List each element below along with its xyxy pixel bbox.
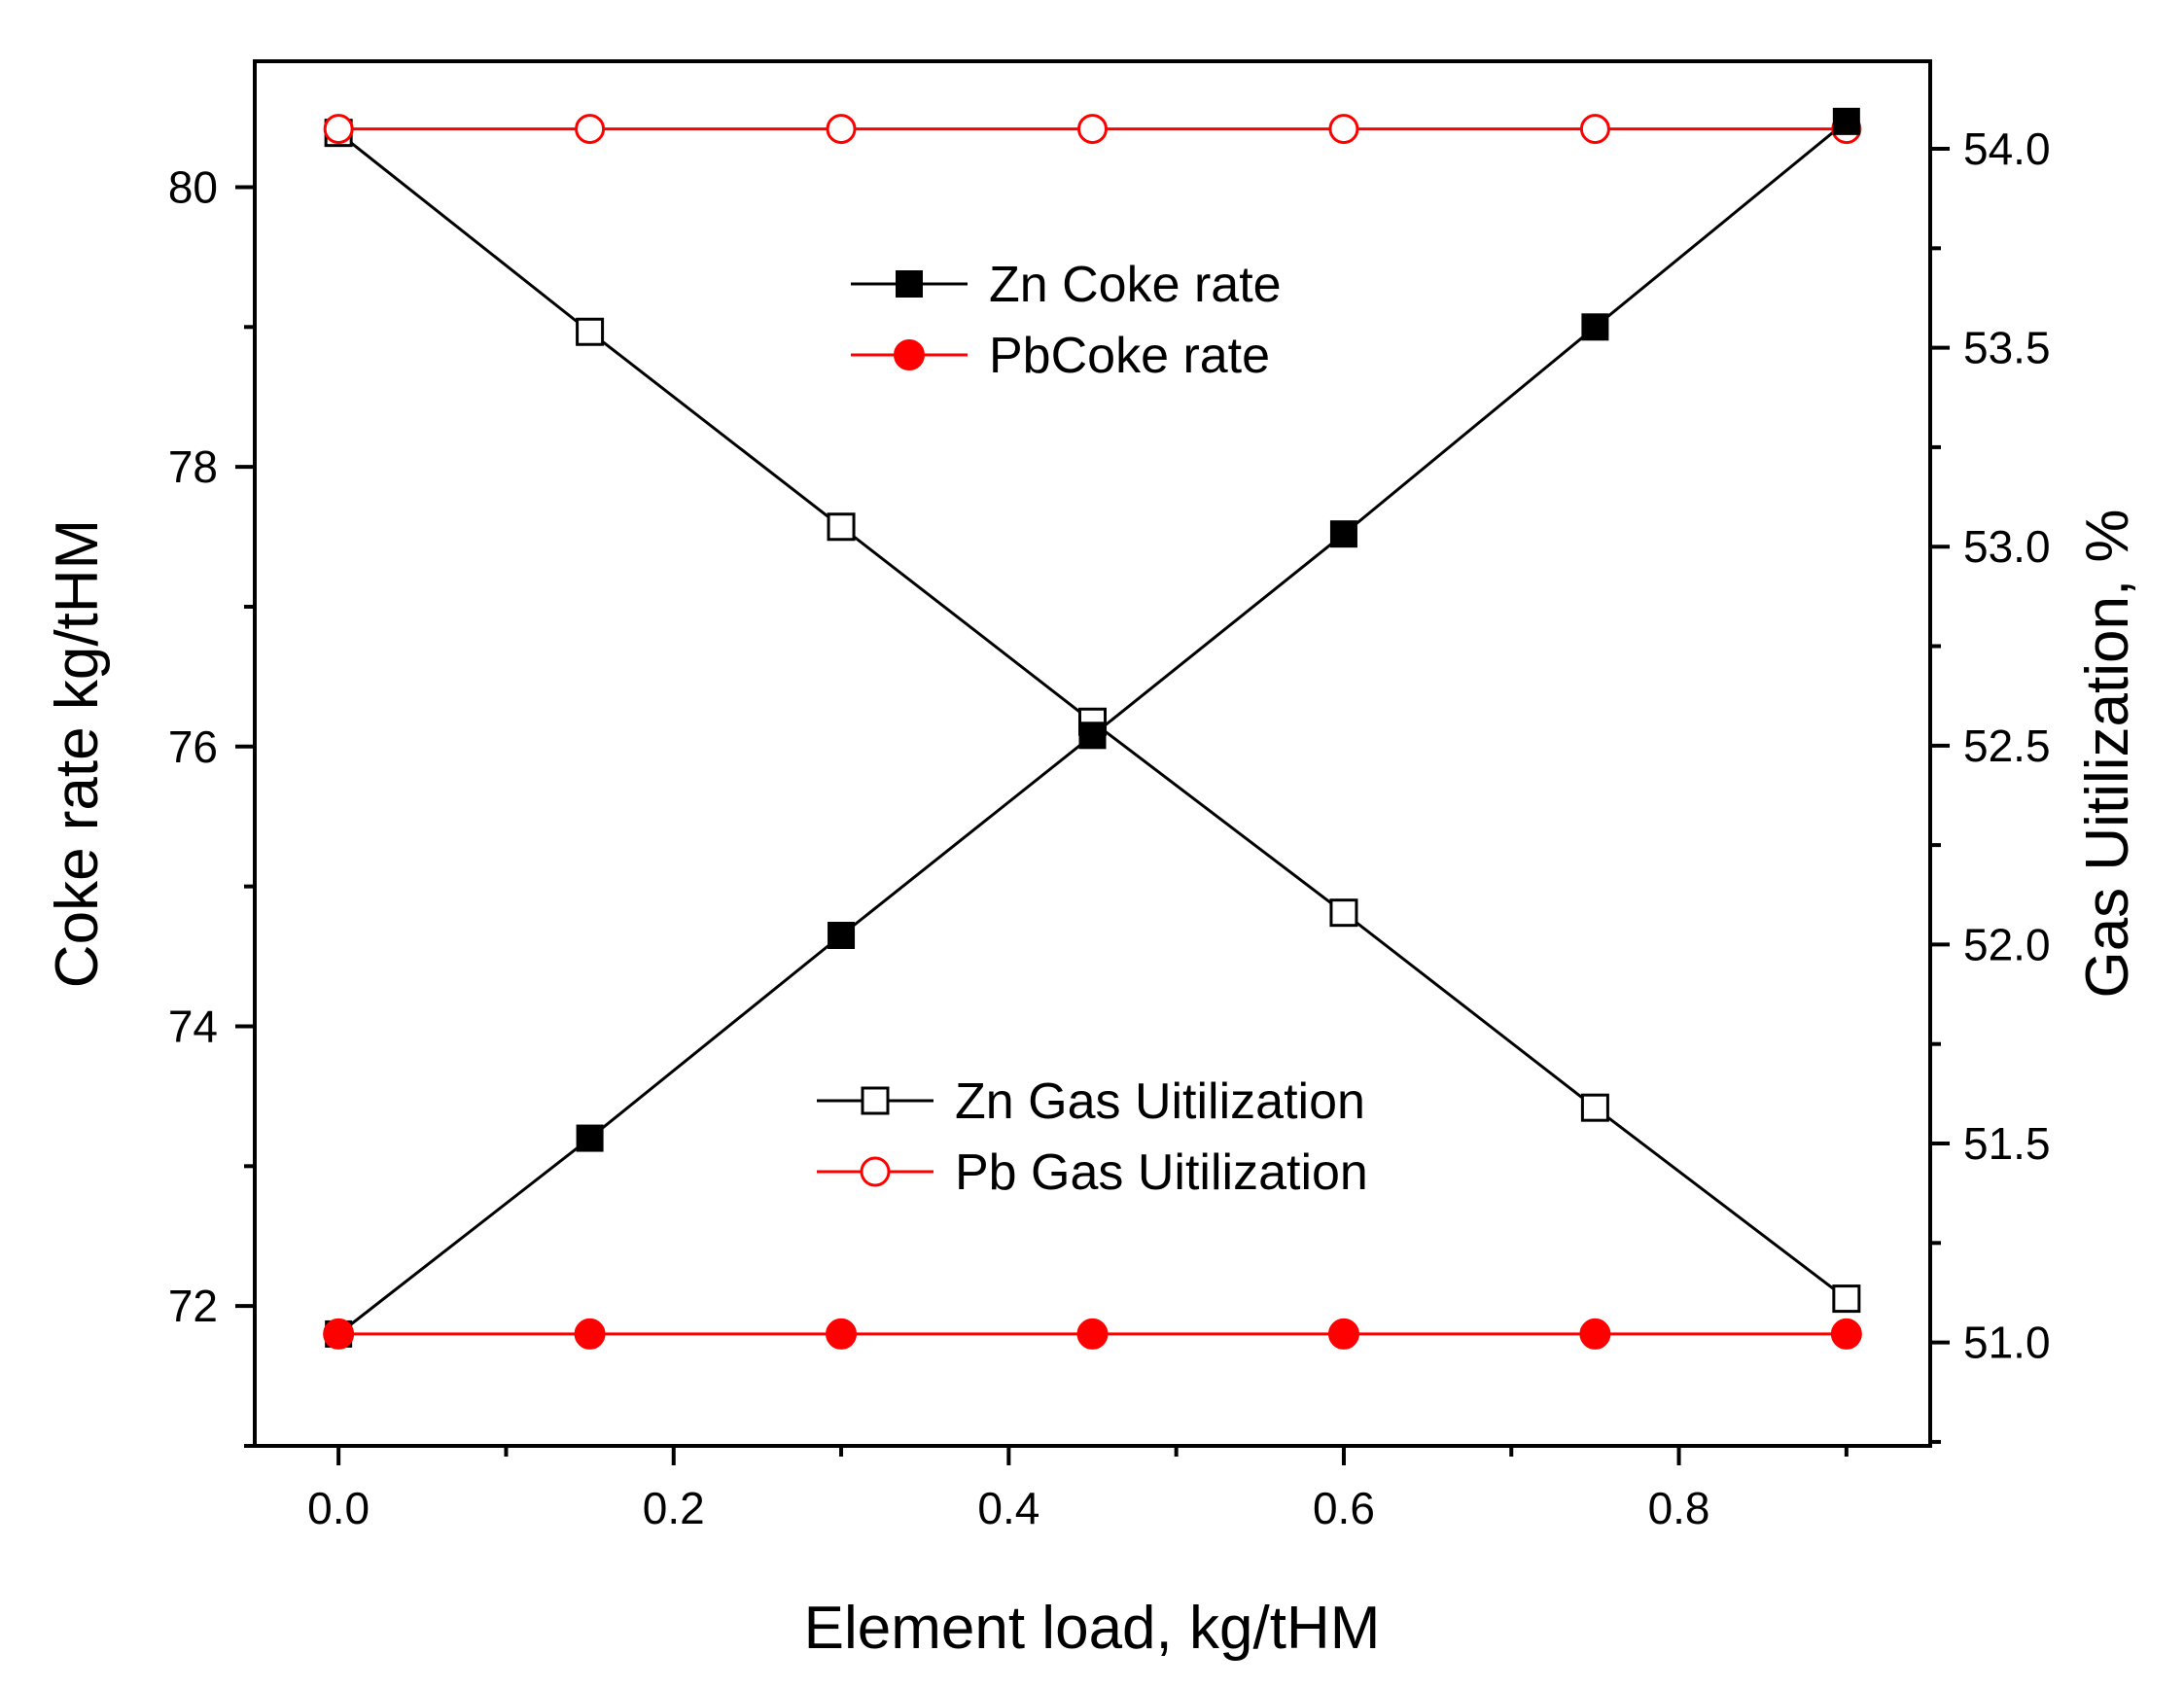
y2-tick-label: 54.0 [1963, 123, 2051, 174]
data-point-1 [1830, 1318, 1862, 1350]
legend-label: PbCoke rate [989, 328, 1270, 384]
data-point-1 [826, 1318, 858, 1350]
data-point-0 [1329, 520, 1357, 548]
legend-label: Pb Gas Uitilization [955, 1144, 1368, 1201]
x-tick-label: 0.0 [307, 1483, 370, 1533]
y2-tick-label: 52.5 [1963, 721, 2051, 771]
data-point-3 [323, 114, 354, 145]
series-markers [323, 107, 1862, 1350]
data-point-1 [1076, 1318, 1109, 1350]
data-point-1 [1327, 1318, 1359, 1350]
legend-marker [896, 270, 923, 298]
data-point-2 [576, 317, 605, 346]
data-point-0 [1078, 721, 1107, 750]
data-point-2 [1580, 1093, 1609, 1122]
legend-label: Zn Coke rate [989, 257, 1282, 313]
legends: Zn Coke rate PbCoke rate Zn Gas Uitilizati… [817, 257, 1368, 1201]
data-point-0 [828, 921, 856, 949]
y-tick-label: 74 [168, 1001, 218, 1051]
y-axis-title: Coke rate kg/tHM [44, 519, 111, 988]
y2-axis-title: Gas Uitilization, % [2074, 509, 2141, 998]
legend-marker [860, 1156, 891, 1187]
axis-ticks: 0.0 0.2 0.4 0.6 0.8 72 74 76 78 80 51.0 51.5 52.0 52.… [168, 123, 2051, 1533]
x-tick-label: 0.6 [1313, 1483, 1375, 1533]
y2-tick-label: 51.0 [1963, 1318, 2051, 1368]
data-point-3 [575, 114, 606, 145]
y2-tick-label: 53.5 [1963, 323, 2051, 373]
x-tick-label: 0.2 [643, 1483, 705, 1533]
data-point-1 [574, 1318, 606, 1350]
data-point-3 [1328, 114, 1359, 145]
data-point-0 [576, 1124, 604, 1152]
y2-tick-label: 51.5 [1963, 1118, 2051, 1169]
y2-tick-label: 53.0 [1963, 521, 2051, 572]
legend-marker [894, 339, 925, 370]
data-point-2 [1832, 1284, 1861, 1314]
plot-frame [253, 59, 1932, 1448]
y-tick-label: 72 [168, 1281, 218, 1331]
data-point-2 [827, 512, 856, 542]
legend-label: Zn Gas Uitilization [955, 1073, 1365, 1130]
data-point-1 [1579, 1318, 1611, 1350]
data-point-3 [1579, 114, 1610, 145]
y-tick-label: 78 [168, 441, 218, 492]
y-tick-label: 76 [168, 721, 218, 772]
data-point-2 [1329, 898, 1358, 928]
data-point-0 [1832, 107, 1860, 135]
data-point-3 [1077, 114, 1108, 145]
x-tick-label: 0.4 [977, 1483, 1039, 1533]
y2-tick-label: 52.0 [1963, 919, 2051, 969]
data-point-1 [323, 1318, 355, 1350]
data-point-3 [826, 114, 857, 145]
data-point-0 [1581, 313, 1609, 341]
x-tick-label: 0.8 [1648, 1483, 1710, 1533]
x-axis-title: Element load, kg/tHM [804, 1595, 1381, 1662]
y-tick-label: 80 [168, 161, 218, 212]
legend-marker [861, 1086, 890, 1115]
